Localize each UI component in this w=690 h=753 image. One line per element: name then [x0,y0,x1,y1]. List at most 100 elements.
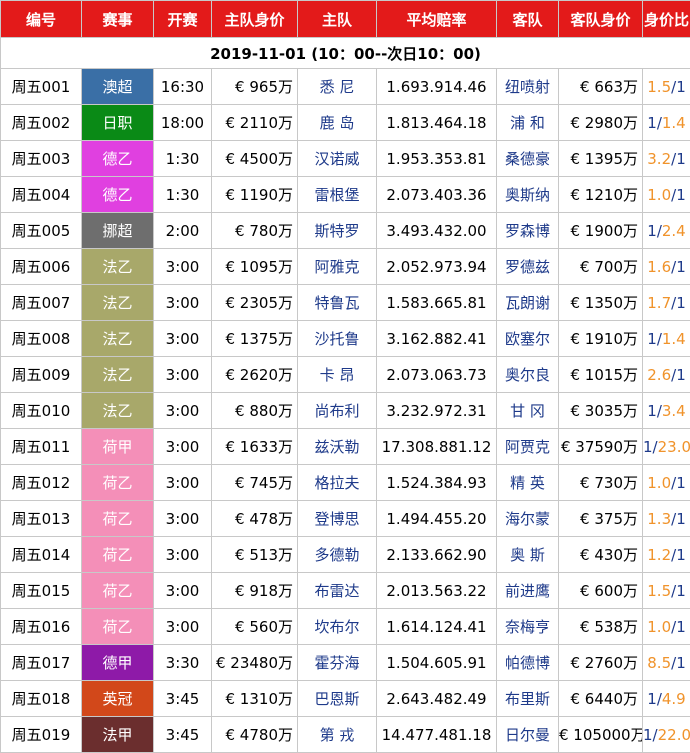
match-id: 周五019 [1,717,82,753]
home-team: 特鲁瓦 [298,285,377,321]
match-id: 周五015 [1,573,82,609]
avg-odds: 1.693.914.46 [377,69,497,105]
home-value: € 1095万 [212,249,298,285]
away-team: 欧塞尔 [497,321,559,357]
ratio-away: 1 [676,294,686,312]
away-value: € 1210万 [559,177,643,213]
match-id: 周五006 [1,249,82,285]
ratio-home: 1 [647,222,657,240]
match-id: 周五007 [1,285,82,321]
match-id: 周五012 [1,465,82,501]
value-ratio: 1/1.4 [643,105,690,141]
home-value: € 513万 [212,537,298,573]
ratio-home: 1 [643,726,653,744]
ratio-home: 1.0 [647,474,671,492]
home-team: 霍芬海 [298,645,377,681]
header-row: 编号 赛事 开赛 主队身价 主队 平均赔率 客队 客队身价 身价比 [1,1,690,38]
table-row: 周五015 荷乙 3:00 € 918万 布雷达 2.013.563.22 前进… [1,573,690,609]
header-kickoff: 开赛 [154,1,212,38]
home-team: 沙托鲁 [298,321,377,357]
match-id: 周五009 [1,357,82,393]
match-id: 周五005 [1,213,82,249]
home-team: 登博思 [298,501,377,537]
value-ratio: 1/3.4 [643,393,690,429]
match-id: 周五002 [1,105,82,141]
away-team: 阿贾克 [497,429,559,465]
league-badge: 法甲 [82,717,154,753]
table-row: 周五019 法甲 3:45 € 4780万 第 戎 14.477.481.18 … [1,717,690,753]
value-ratio: 1.5/1 [643,573,690,609]
league-badge: 法乙 [82,357,154,393]
avg-odds: 1.494.455.20 [377,501,497,537]
home-value: € 2620万 [212,357,298,393]
ratio-away: 23.0 [658,438,690,456]
away-value: € 2760万 [559,645,643,681]
ratio-away: 1 [676,474,686,492]
away-team: 罗德兹 [497,249,559,285]
away-value: € 1350万 [559,285,643,321]
home-team: 卡 昂 [298,357,377,393]
value-ratio: 1.3/1 [643,501,690,537]
ratio-away: 1 [676,366,686,384]
table-row: 周五004 德乙 1:30 € 1190万 雷根堡 2.073.403.36 奥… [1,177,690,213]
ratio-away: 2.4 [662,222,686,240]
home-value: € 1190万 [212,177,298,213]
home-value: € 560万 [212,609,298,645]
value-ratio: 1.5/1 [643,69,690,105]
away-value: € 1015万 [559,357,643,393]
value-ratio: 1/1.4 [643,321,690,357]
table-row: 周五005 挪超 2:00 € 780万 斯特罗 3.493.432.00 罗森… [1,213,690,249]
kickoff-time: 3:00 [154,465,212,501]
kickoff-time: 3:00 [154,609,212,645]
ratio-home: 3.2 [647,150,671,168]
ratio-away: 1 [676,150,686,168]
ratio-away: 1 [676,186,686,204]
kickoff-time: 3:45 [154,681,212,717]
table-row: 周五003 德乙 1:30 € 4500万 汉诺威 1.953.353.81 桑… [1,141,690,177]
home-team: 鹿 岛 [298,105,377,141]
ratio-away: 1 [676,618,686,636]
value-ratio: 1.2/1 [643,537,690,573]
header-league: 赛事 [82,1,154,38]
league-badge: 日职 [82,105,154,141]
value-ratio: 1/2.4 [643,213,690,249]
match-id: 周五018 [1,681,82,717]
avg-odds: 1.813.464.18 [377,105,497,141]
match-id: 周五003 [1,141,82,177]
avg-odds: 3.162.882.41 [377,321,497,357]
league-badge: 荷甲 [82,429,154,465]
kickoff-time: 3:00 [154,429,212,465]
ratio-away: 1 [676,78,686,96]
header-away-value: 客队身价 [559,1,643,38]
home-value: € 2305万 [212,285,298,321]
home-team: 悉 尼 [298,69,377,105]
away-team: 瓦朗谢 [497,285,559,321]
table-row: 周五001 澳超 16:30 € 965万 悉 尼 1.693.914.46 纽… [1,69,690,105]
match-id: 周五008 [1,321,82,357]
ratio-home: 1 [647,114,657,132]
away-value: € 375万 [559,501,643,537]
league-badge: 法乙 [82,321,154,357]
value-ratio: 1/22.0 [643,717,690,753]
ratio-home: 1.7 [647,294,671,312]
league-badge: 德乙 [82,177,154,213]
kickoff-time: 16:30 [154,69,212,105]
away-team: 布里斯 [497,681,559,717]
ratio-away: 1.4 [662,330,686,348]
avg-odds: 14.477.481.18 [377,717,497,753]
away-team: 日尔曼 [497,717,559,753]
avg-odds: 2.013.563.22 [377,573,497,609]
avg-odds: 2.052.973.94 [377,249,497,285]
kickoff-time: 1:30 [154,141,212,177]
date-row: 2019-11-01 (10：00--次日10：00) [1,38,690,69]
ratio-home: 1 [643,438,653,456]
ratio-away: 1 [676,510,686,528]
away-team: 罗森博 [497,213,559,249]
home-team: 雷根堡 [298,177,377,213]
table-row: 周五011 荷甲 3:00 € 1633万 兹沃勒 17.308.881.12 … [1,429,690,465]
away-value: € 700万 [559,249,643,285]
value-ratio: 1/4.9 [643,681,690,717]
away-value: € 1900万 [559,213,643,249]
avg-odds: 17.308.881.12 [377,429,497,465]
